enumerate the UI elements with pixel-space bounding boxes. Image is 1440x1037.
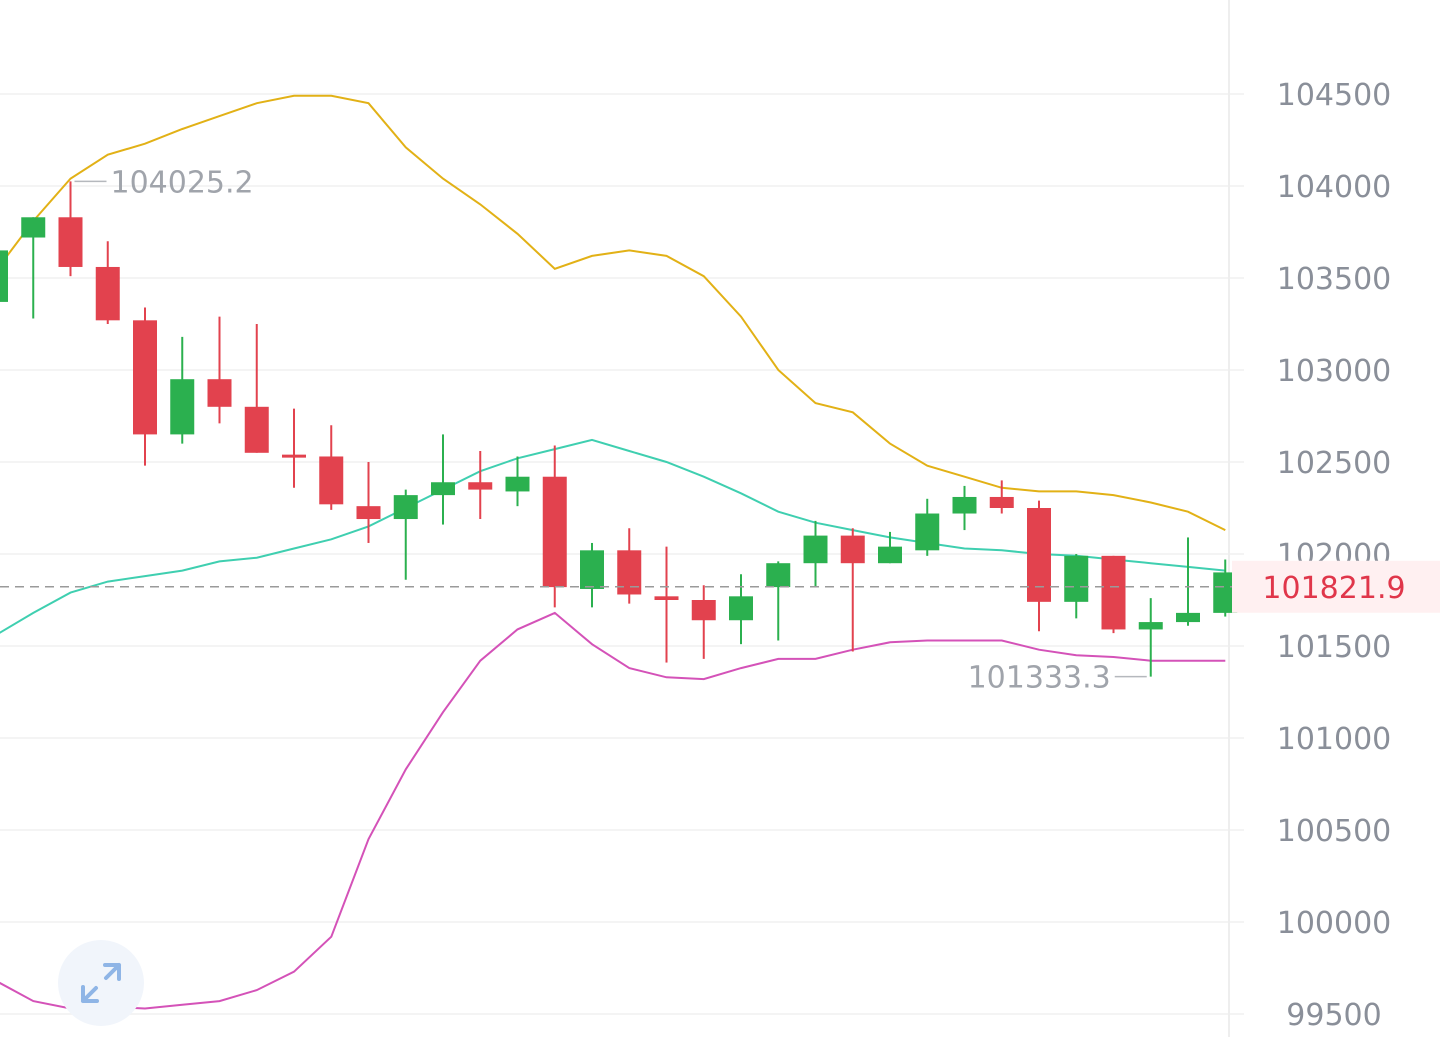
y-tick-label: 100000 <box>1277 906 1392 941</box>
candle-down[interactable] <box>244 324 269 453</box>
candle-body <box>803 535 828 564</box>
low-annotation-label: 101333.3 <box>968 661 1111 696</box>
candles[interactable] <box>0 181 1238 677</box>
candle-down[interactable] <box>1101 555 1126 634</box>
candle-body <box>431 482 455 496</box>
candle-up[interactable] <box>915 498 940 556</box>
high-annotation-label: 104025.2 <box>111 165 254 200</box>
candle-up[interactable] <box>170 336 195 444</box>
candle-body <box>580 550 604 589</box>
candle-body <box>654 596 679 600</box>
candle-body <box>244 406 269 453</box>
candle-down[interactable] <box>617 528 642 604</box>
candle-up[interactable] <box>1064 554 1089 619</box>
y-tick-label: 103000 <box>1277 354 1392 389</box>
current-price-line: 101821.9 <box>0 560 1440 613</box>
y-tick-label: 102500 <box>1277 446 1392 481</box>
candle-up[interactable] <box>21 217 46 319</box>
y-tick-label: 101500 <box>1277 630 1392 665</box>
candle-body <box>207 379 232 407</box>
candle-body <box>0 250 8 302</box>
candle-body <box>21 217 46 238</box>
candle-down[interactable] <box>989 480 1014 514</box>
candle-down[interactable] <box>356 462 381 543</box>
candle-body <box>393 495 418 520</box>
candle-body <box>878 546 902 564</box>
y-tick-label: 104500 <box>1277 78 1392 113</box>
middle-band-line <box>0 438 1226 634</box>
candle-up[interactable] <box>803 520 828 588</box>
candle-up[interactable] <box>1176 537 1200 626</box>
candle-body <box>542 476 567 588</box>
candle-body <box>1064 555 1089 602</box>
candle-body <box>766 563 791 588</box>
candle-body <box>729 596 753 621</box>
candle-body <box>282 454 306 458</box>
candle-body <box>840 535 865 564</box>
candle-down[interactable] <box>654 546 679 663</box>
candle-body <box>356 506 381 520</box>
lower-band-line <box>0 611 1226 1010</box>
candle-body <box>691 600 716 621</box>
candle-body <box>989 496 1014 508</box>
candle-body <box>1138 622 1163 630</box>
candle-down[interactable] <box>207 316 232 424</box>
candle-body <box>1027 508 1051 602</box>
candle-up[interactable] <box>729 574 753 645</box>
candle-down[interactable] <box>468 450 493 520</box>
candle-body <box>95 266 120 321</box>
y-tick-label: 100500 <box>1277 814 1392 849</box>
candle-up[interactable] <box>580 542 604 608</box>
candle-down[interactable] <box>95 241 120 324</box>
y-tick-label: 99500 <box>1286 998 1381 1033</box>
candle-body <box>1101 555 1126 630</box>
candle-up[interactable] <box>1138 598 1163 677</box>
upper-band-line <box>0 94 1226 531</box>
candle-body <box>505 476 530 492</box>
candle-body <box>468 482 493 490</box>
candle-down[interactable] <box>542 445 567 608</box>
expand-icon <box>81 963 121 1003</box>
candle-down[interactable] <box>133 307 157 466</box>
candle-down[interactable] <box>319 425 344 510</box>
y-tick-label: 104000 <box>1277 170 1392 205</box>
candle-body <box>915 513 940 551</box>
candle-up[interactable] <box>878 531 902 564</box>
extreme-annotations: 104025.2 101333.3 <box>74 165 1147 696</box>
candle-up[interactable] <box>0 250 8 302</box>
candle-up[interactable] <box>952 485 977 531</box>
candle-down[interactable] <box>691 585 716 659</box>
current-price-label-bg <box>1232 560 1440 613</box>
candle-body <box>170 379 195 435</box>
y-tick-label: 103500 <box>1277 262 1392 297</box>
candle-up[interactable] <box>766 561 791 641</box>
expand-chart-button[interactable] <box>58 940 144 1026</box>
candle-body <box>319 456 344 505</box>
current-price-label: 101821.9 <box>1262 571 1405 606</box>
candle-body <box>133 320 157 435</box>
y-axis-tick-labels: 1045001040001035001030001025001020001015… <box>1277 78 1392 1033</box>
candle-body <box>952 496 977 514</box>
candle-body <box>1176 612 1200 623</box>
candle-up[interactable] <box>393 489 418 580</box>
candle-down[interactable] <box>282 408 306 488</box>
candle-down[interactable] <box>840 528 865 652</box>
candle-body <box>617 550 642 595</box>
candle-down[interactable] <box>58 181 83 277</box>
y-tick-label: 101000 <box>1277 722 1392 757</box>
candle-body <box>58 217 83 267</box>
candle-up[interactable] <box>505 456 530 507</box>
bollinger-bands <box>0 94 1226 1010</box>
candle-down[interactable] <box>1027 500 1051 632</box>
candle-up[interactable] <box>431 434 455 525</box>
